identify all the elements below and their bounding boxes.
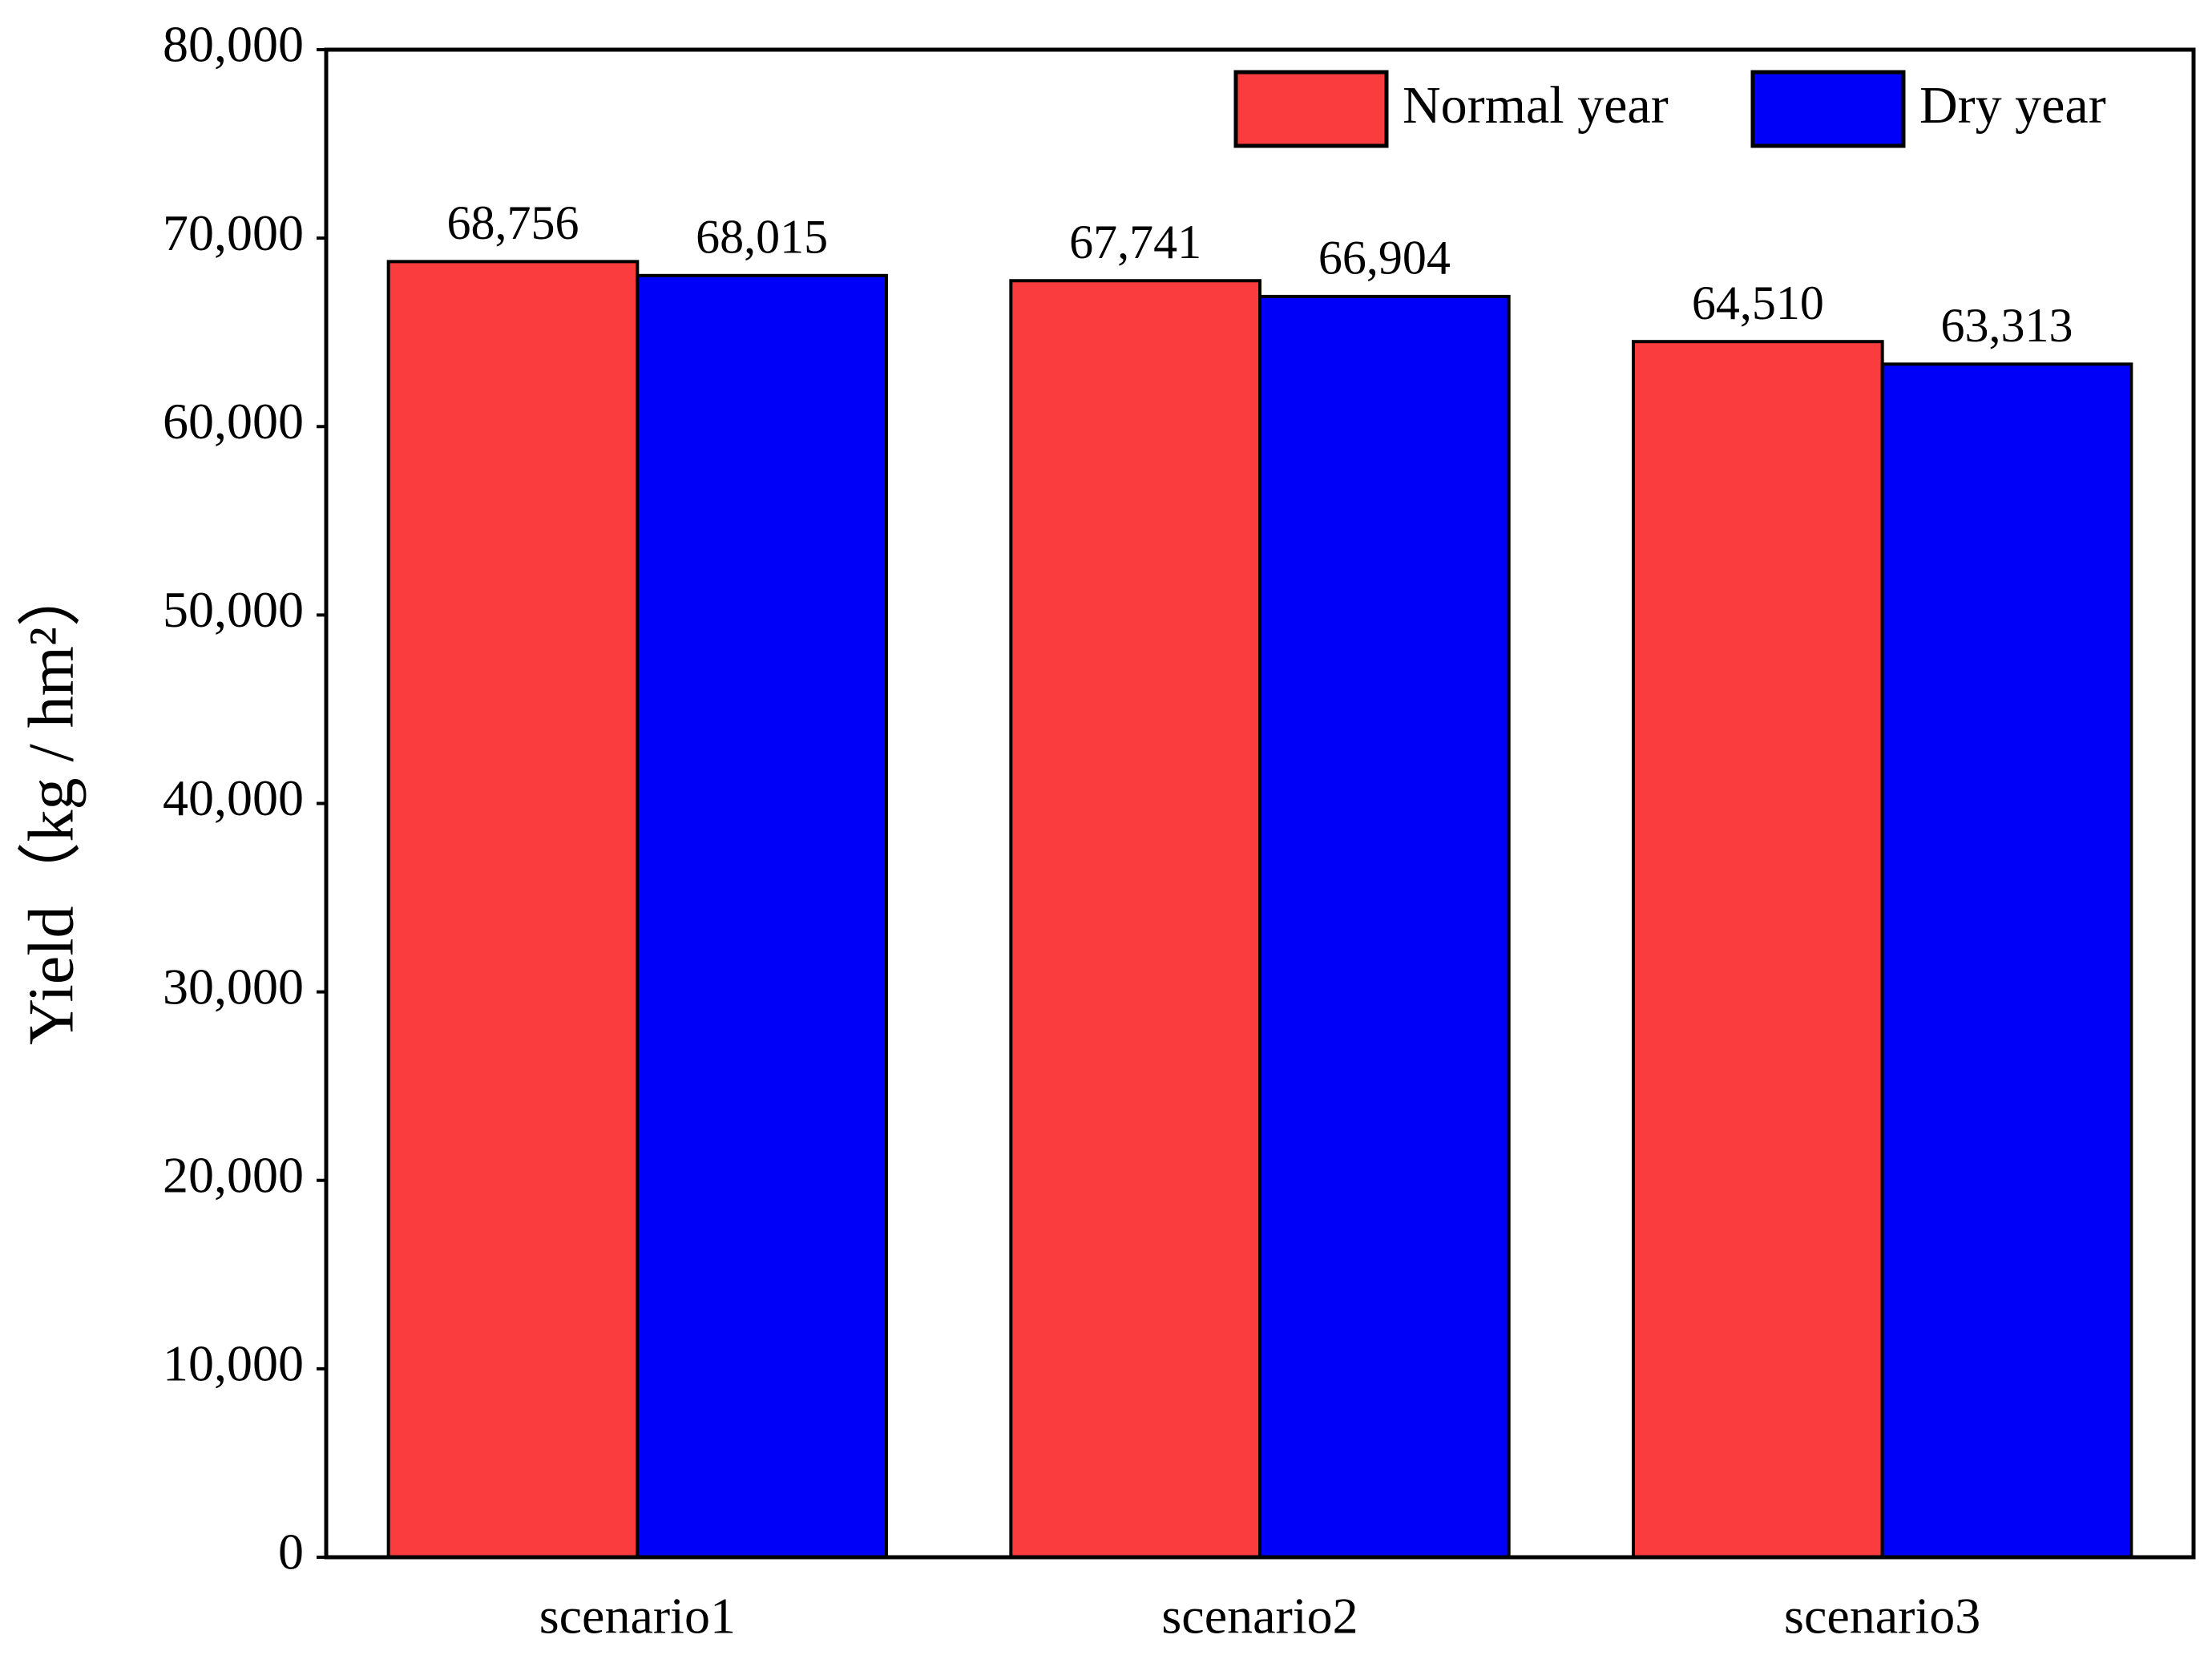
y-tick-label: 70,000 (163, 204, 304, 261)
y-tick-label: 10,000 (163, 1335, 304, 1392)
value-label: 68,756 (447, 196, 579, 249)
value-label: 63,313 (1941, 299, 2073, 352)
legend-swatch (1233, 70, 1389, 148)
x-tick-label: scenario3 (1784, 1588, 1980, 1645)
y-axis-title: Yield（kg / hm²） (16, 563, 87, 1045)
value-label: 67,741 (1069, 216, 1201, 268)
value-label: 68,015 (696, 211, 828, 264)
y-tick-label: 40,000 (163, 769, 304, 826)
bar (636, 273, 888, 1559)
y-tick-label: 80,000 (163, 16, 304, 73)
bar (1880, 362, 2133, 1560)
x-tick-label: scenario2 (1161, 1588, 1358, 1645)
legend-label: Normal year (1403, 76, 1669, 135)
y-tick-label: 50,000 (163, 581, 304, 638)
y-tick-label: 0 (278, 1524, 304, 1580)
x-tick-label: scenario1 (539, 1588, 736, 1645)
bar (386, 260, 640, 1560)
bar (1632, 340, 1884, 1559)
value-label: 64,510 (1692, 277, 1824, 329)
legend-label: Dry year (1919, 76, 2106, 135)
y-tick-label: 20,000 (163, 1146, 304, 1203)
value-label: 66,904 (1318, 232, 1451, 285)
plot-frame (324, 47, 2196, 1560)
bar (1258, 294, 1511, 1560)
y-tick-label: 60,000 (163, 393, 304, 450)
legend-swatch (1750, 70, 1906, 148)
bar (1009, 279, 1262, 1559)
y-tick-label: 30,000 (163, 958, 304, 1015)
